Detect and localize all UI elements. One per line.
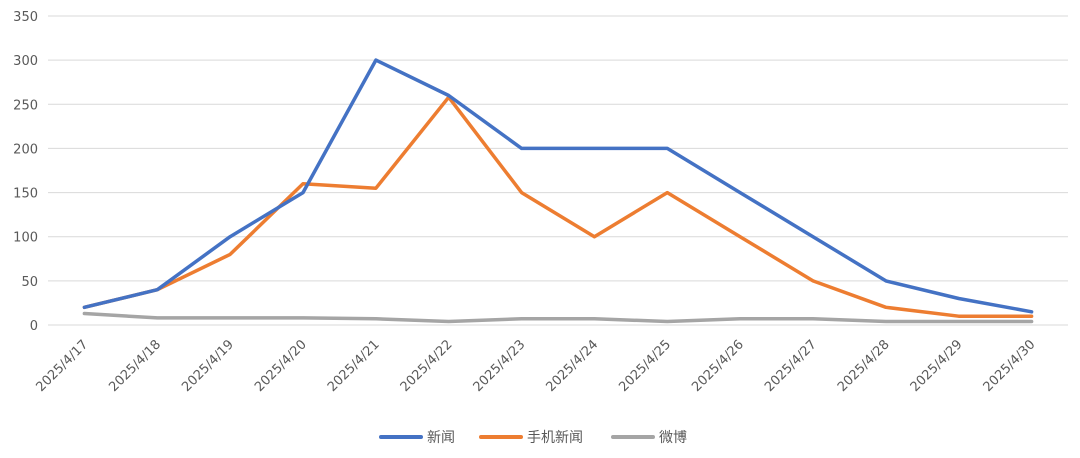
y-tick-label: 200: [13, 142, 38, 157]
y-tick-label: 250: [13, 98, 38, 113]
y-tick-label: 150: [13, 187, 38, 202]
legend-label-2: 手机新闻: [527, 430, 583, 446]
x-tick-label: 2025/4/23: [471, 337, 529, 395]
y-tick-label: 0: [30, 319, 38, 334]
x-axis-tick-labels: 2025/4/17 2025/4/18 2025/4/19 2025/4/20 2025…: [34, 337, 1039, 395]
series-line-1: [82, 58, 1034, 314]
y-tick-label: 100: [13, 231, 38, 246]
y-tick-label: 300: [13, 54, 38, 69]
x-tick-label: 2025/4/29: [908, 337, 966, 395]
x-tick-label: 2025/4/17: [34, 337, 92, 395]
series-line-3: [82, 311, 1034, 324]
gridlines: [48, 15, 1068, 326]
legend-label-1: 新闻: [427, 430, 455, 446]
x-tick-label: 2025/4/18: [106, 337, 164, 395]
series-lines: [82, 58, 1034, 324]
x-tick-label: 2025/4/22: [398, 337, 456, 395]
legend: 新闻 手机新闻 微博: [379, 429, 687, 446]
x-tick-label: 2025/4/19: [179, 337, 237, 395]
x-tick-label: 2025/4/26: [689, 337, 747, 395]
x-tick-label: 2025/4/21: [325, 337, 383, 395]
y-tick-label: 50: [21, 275, 38, 290]
series-line-2: [82, 95, 1034, 318]
y-axis-tick-labels: 0 50 100 150 200 250 300 350: [13, 10, 38, 334]
x-tick-label: 2025/4/24: [544, 337, 602, 395]
x-tick-label: 2025/4/20: [252, 337, 310, 395]
y-tick-label: 350: [13, 10, 38, 25]
x-tick-label: 2025/4/25: [616, 337, 674, 395]
x-tick-label: 2025/4/28: [835, 337, 893, 395]
x-tick-label: 2025/4/30: [981, 337, 1039, 395]
x-tick-label: 2025/4/27: [762, 337, 820, 395]
legend-label-3: 微博: [659, 429, 687, 446]
